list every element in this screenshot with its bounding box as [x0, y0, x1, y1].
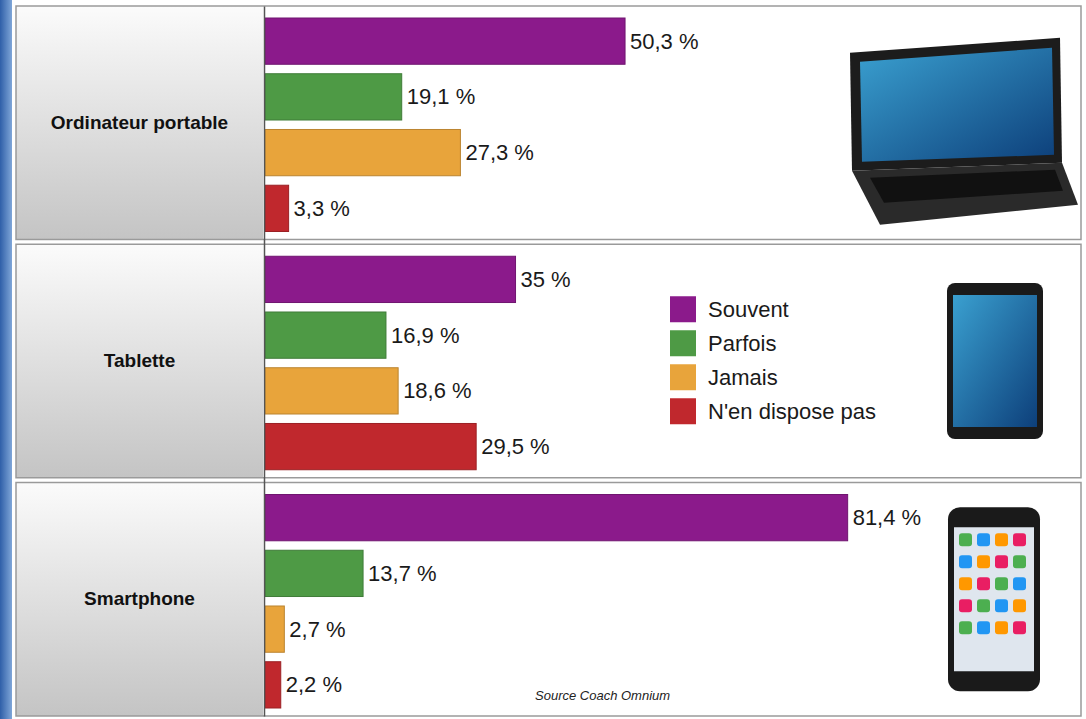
plot-frame [16, 6, 1081, 239]
bar [265, 423, 476, 469]
annotation: Source Coach Omnium [535, 688, 670, 703]
bar [265, 606, 284, 652]
legend-label: Parfois [708, 331, 776, 356]
phone-app [959, 599, 972, 612]
legend: Souvent Parfois Jamais N'en dispose pas [670, 296, 876, 424]
laptop-screen [860, 48, 1054, 162]
phone-app [959, 555, 972, 568]
phone-screen [954, 527, 1034, 671]
tick-label: Smartphone [84, 588, 195, 609]
laptop-lid [850, 38, 1062, 171]
label-cell [16, 6, 263, 239]
chart: 50,3 % 35 % 81,4 % 19,1 % 16,9 % 13,7 % 27,3 %… [0, 0, 1086, 719]
bar [265, 129, 460, 175]
phone-body [948, 507, 1040, 691]
phone-app [959, 533, 972, 546]
tick: Ordinateur portable [51, 112, 228, 133]
phone-app [995, 621, 1008, 634]
data-label: 27,3 % [465, 140, 534, 165]
tick-label: Ordinateur portable [51, 112, 228, 133]
phone-app [959, 621, 972, 634]
bar [265, 312, 386, 358]
phone-app [995, 533, 1008, 546]
tick-label: Tablette [104, 350, 175, 371]
phone-app [977, 599, 990, 612]
plot-frame [16, 483, 1081, 716]
phone-app [1013, 555, 1026, 568]
data-label: 81,4 % [853, 505, 922, 530]
legend-label: N'en dispose pas [708, 399, 876, 424]
bar [265, 368, 398, 414]
bar [265, 185, 289, 231]
plot-frame [16, 244, 1081, 477]
phone-app [995, 599, 1008, 612]
legend-label: Souvent [708, 297, 789, 322]
phone-app [977, 533, 990, 546]
legend-label: Jamais [708, 365, 778, 390]
phone-app [995, 555, 1008, 568]
data-label: 16,9 % [391, 323, 460, 348]
label-cell [16, 244, 263, 477]
tablet-icon [947, 283, 1043, 439]
legend-swatch [670, 364, 696, 390]
phone-app [1013, 599, 1026, 612]
data-label: 35 % [521, 267, 571, 292]
legend-swatch [670, 330, 696, 356]
legend-swatch [670, 296, 696, 322]
phone-app [977, 555, 990, 568]
axis-line [264, 7, 266, 717]
laptop-keyboard [870, 170, 1063, 203]
phone-app [1013, 577, 1026, 590]
tablet-body [947, 283, 1043, 439]
bar [265, 18, 625, 64]
legend-swatch [670, 398, 696, 424]
phone-icon [948, 507, 1040, 691]
phone-app [1013, 533, 1026, 546]
bar [265, 550, 363, 596]
data-label: 19,1 % [407, 84, 476, 109]
bar [265, 495, 848, 541]
edge-strip [0, 0, 12, 719]
data-label: 18,6 % [403, 378, 472, 403]
panels [16, 6, 1081, 716]
bar [265, 662, 281, 708]
category-axis: Ordinateur portable Tablette Smartphone [51, 7, 265, 717]
phone-app [977, 621, 990, 634]
data-label: 50,3 % [630, 29, 699, 54]
tablet-screen [953, 295, 1037, 427]
icons [850, 38, 1078, 692]
data-labels: 50,3 % 35 % 81,4 % 19,1 % 16,9 % 13,7 % 27,3 %… [286, 29, 921, 698]
tick: Smartphone [84, 588, 195, 609]
phone-app [1013, 621, 1026, 634]
bar [265, 74, 402, 120]
bar [265, 256, 516, 302]
label-cell [16, 483, 263, 716]
phone-app [959, 577, 972, 590]
data-label: 29,5 % [481, 434, 550, 459]
data-label: 2,7 % [289, 617, 345, 642]
laptop-base [852, 163, 1078, 225]
data-label: 3,3 % [294, 196, 350, 221]
laptop-icon [850, 38, 1078, 225]
data-label: 13,7 % [368, 561, 437, 586]
phone-app [977, 577, 990, 590]
phone-app [995, 577, 1008, 590]
data-label: 2,2 % [286, 672, 342, 697]
bars [265, 18, 848, 708]
tick: Tablette [104, 350, 175, 371]
